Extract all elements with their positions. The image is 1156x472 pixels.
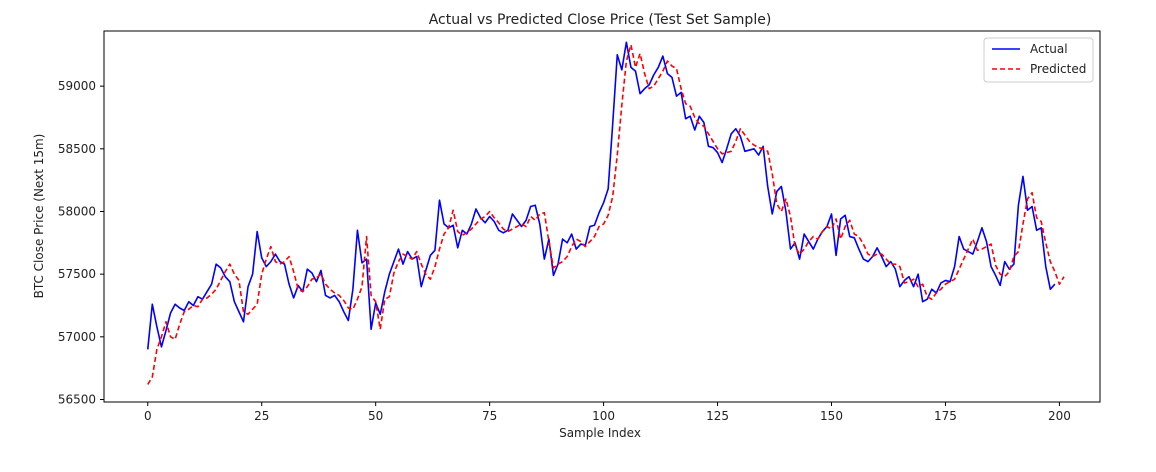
x-tick-label: 100: [592, 409, 615, 423]
y-tick-label: 59000: [58, 79, 96, 93]
x-tick-label: 200: [1048, 409, 1071, 423]
x-tick-label: 75: [482, 409, 497, 423]
x-tick-label: 175: [934, 409, 957, 423]
y-tick-label: 57500: [58, 267, 96, 281]
x-axis-title: Sample Index: [559, 426, 641, 440]
x-tick-label: 0: [144, 409, 152, 423]
x-tick-label: 125: [706, 409, 729, 423]
chart-title: Actual vs Predicted Close Price (Test Se…: [429, 12, 772, 28]
y-axis-title: BTC Close Price (Next 15m): [32, 134, 46, 299]
legend-label-predicted: Predicted: [1030, 62, 1086, 76]
series-line-predicted: [147, 43, 1065, 385]
y-axis: 56500 57000 57500 58000 58500 59000: [58, 79, 104, 406]
y-tick-label: 57000: [58, 330, 96, 344]
x-axis: 0 25 50 75 100 125 150 175 200: [144, 402, 1071, 423]
legend: Actual Predicted: [983, 37, 1094, 83]
y-tick-label: 56500: [58, 392, 96, 406]
series-layer: [146, 41, 1065, 385]
x-tick-label: 150: [820, 409, 843, 423]
legend-label-actual: Actual: [1030, 42, 1068, 56]
x-tick-label: 25: [254, 409, 269, 423]
y-tick-label: 58000: [58, 204, 96, 218]
x-tick-label: 50: [368, 409, 383, 423]
y-tick-label: 58500: [58, 142, 96, 156]
plot-frame: [103, 30, 1101, 403]
